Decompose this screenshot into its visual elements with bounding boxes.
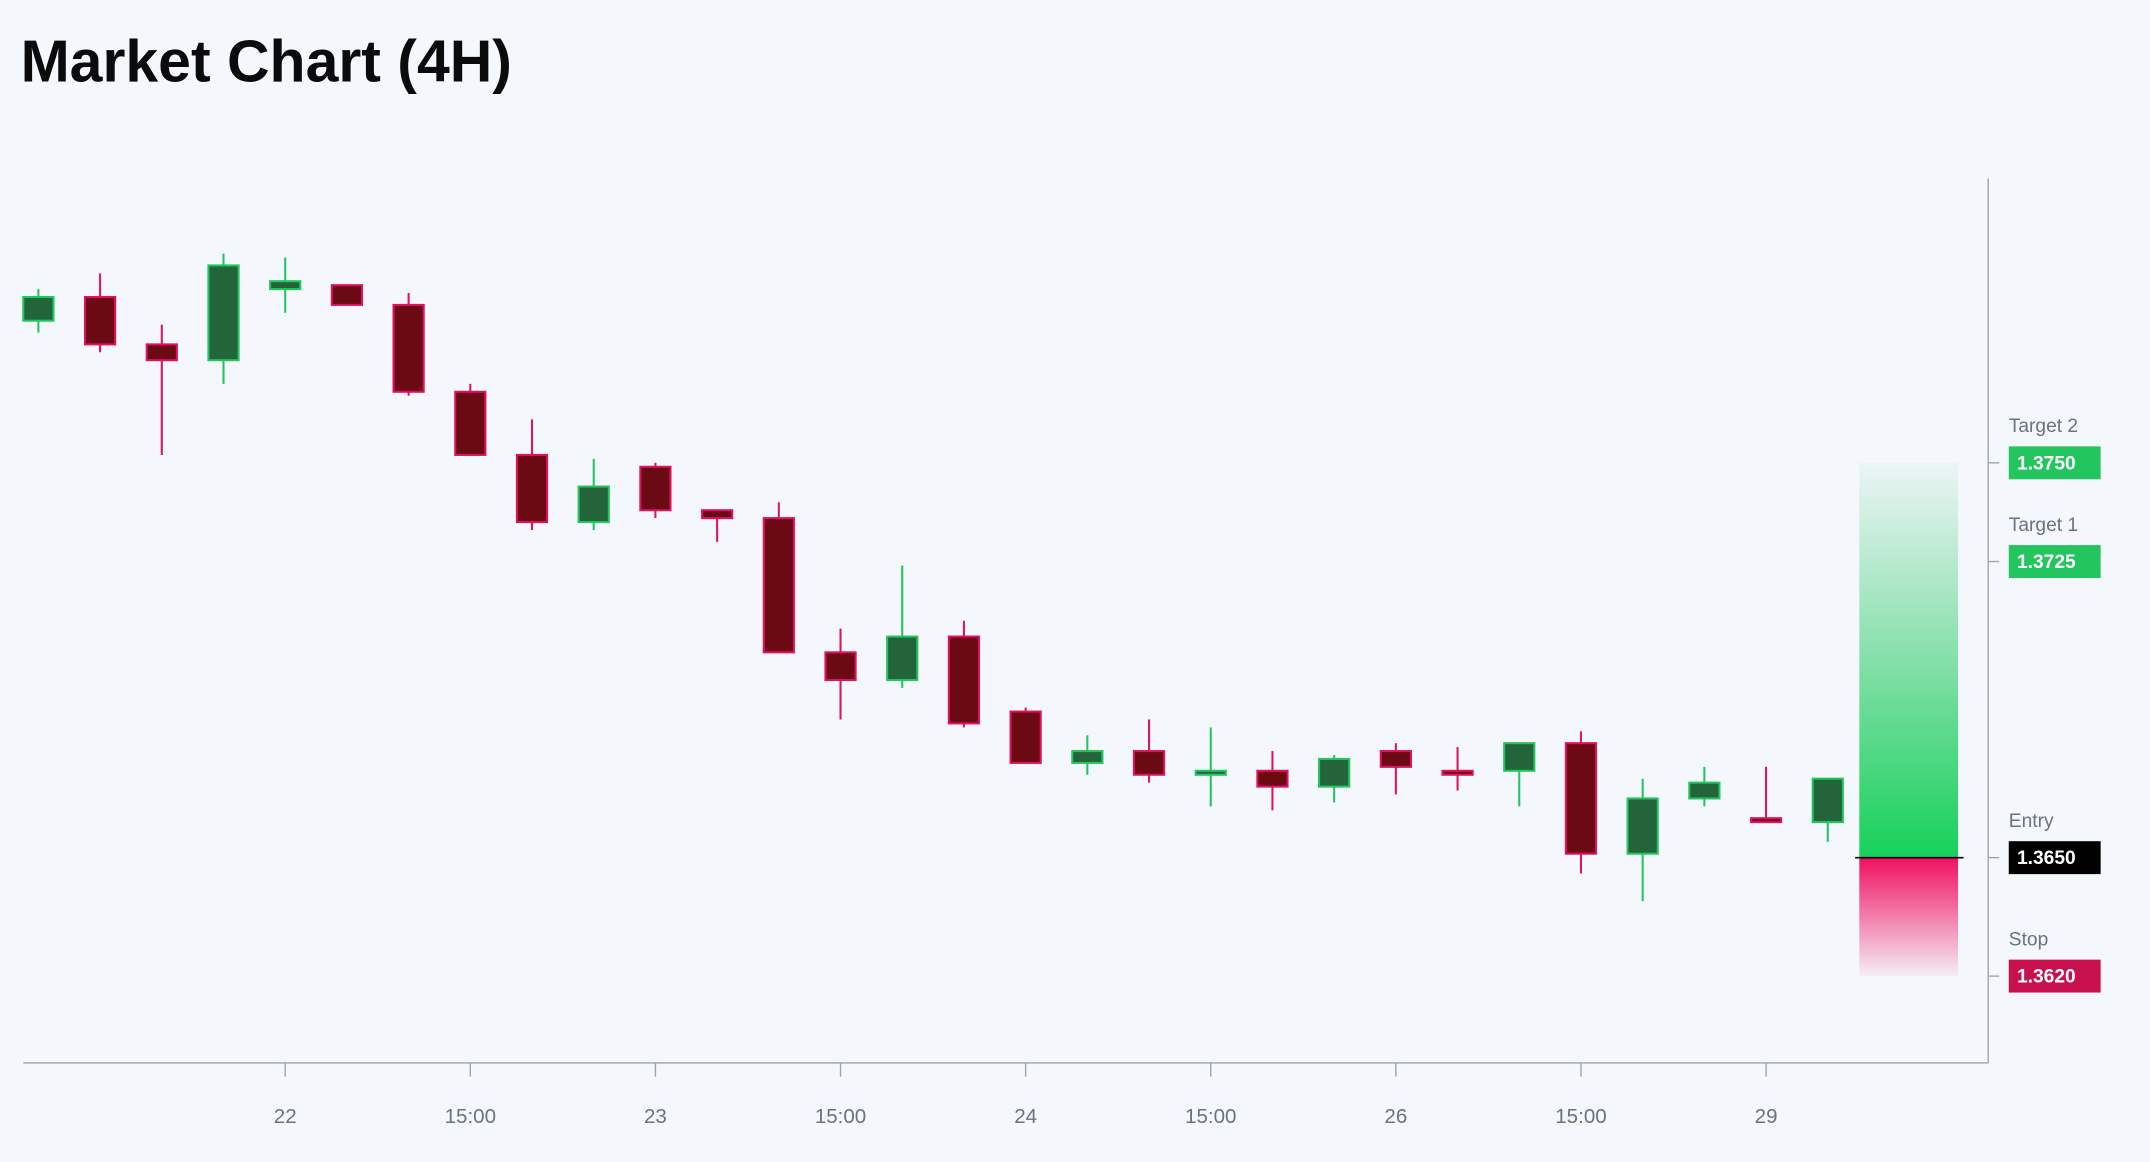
candle-body bbox=[1379, 750, 1412, 768]
level-name: Target 2 bbox=[2009, 416, 2078, 437]
level-name: Target 1 bbox=[2009, 515, 2078, 536]
level-name: Entry bbox=[2009, 811, 2054, 832]
x-tick-label: 15:00 bbox=[1555, 1105, 1606, 1128]
candle-body bbox=[1071, 750, 1104, 764]
level-box bbox=[2008, 959, 2101, 993]
candle-body bbox=[330, 284, 364, 306]
x-tick-label: 15:00 bbox=[815, 1105, 866, 1128]
candle-body bbox=[1626, 797, 1659, 855]
candle-body bbox=[515, 453, 549, 524]
chart-title: Market Chart (4H) bbox=[21, 30, 512, 95]
loss-zone bbox=[1859, 857, 1959, 977]
candle-body bbox=[392, 303, 425, 393]
candle-body bbox=[824, 651, 857, 682]
candle-body bbox=[22, 295, 55, 322]
candle-body bbox=[145, 343, 178, 362]
candle-body bbox=[886, 635, 919, 682]
candle-body bbox=[1194, 769, 1227, 776]
candle-body bbox=[1132, 750, 1166, 776]
candle-body bbox=[1688, 781, 1721, 800]
candle-body bbox=[1503, 742, 1536, 772]
candle-body bbox=[269, 280, 302, 291]
x-tick-label: 26 bbox=[1384, 1105, 1407, 1128]
level-value: 1.3725 bbox=[2017, 552, 2076, 573]
candle-body bbox=[947, 635, 981, 725]
candle-body bbox=[1441, 769, 1474, 776]
x-tick-label: 22 bbox=[274, 1105, 297, 1128]
level-value: 1.3650 bbox=[2017, 848, 2076, 869]
x-tick-label: 29 bbox=[1755, 1105, 1778, 1128]
level-value: 1.3620 bbox=[2017, 967, 2076, 988]
level-box bbox=[2008, 545, 2101, 578]
x-tick-label: 23 bbox=[644, 1105, 667, 1128]
level-value: 1.3750 bbox=[2017, 453, 2076, 474]
candle-body bbox=[762, 517, 795, 654]
candle-body bbox=[1256, 769, 1289, 788]
x-tick-label: 15:00 bbox=[1185, 1105, 1236, 1128]
candle-body bbox=[454, 390, 487, 456]
candle-body bbox=[83, 295, 117, 346]
level-box bbox=[2008, 841, 2101, 875]
candle-body bbox=[1749, 817, 1783, 824]
level-name: Stop bbox=[2009, 930, 2048, 951]
candle-body bbox=[207, 264, 240, 362]
x-tick-label: 24 bbox=[1014, 1105, 1037, 1128]
candle-body bbox=[701, 509, 734, 520]
candle-body bbox=[1811, 777, 1844, 824]
candle-body bbox=[1009, 710, 1042, 764]
candle-body bbox=[1564, 742, 1598, 855]
x-tick-label: 15:00 bbox=[445, 1105, 496, 1128]
level-box bbox=[2008, 446, 2101, 480]
candle-body bbox=[1318, 757, 1351, 788]
profit-zone bbox=[1859, 462, 1959, 858]
candle-body bbox=[639, 465, 672, 512]
candle-body bbox=[577, 485, 610, 524]
